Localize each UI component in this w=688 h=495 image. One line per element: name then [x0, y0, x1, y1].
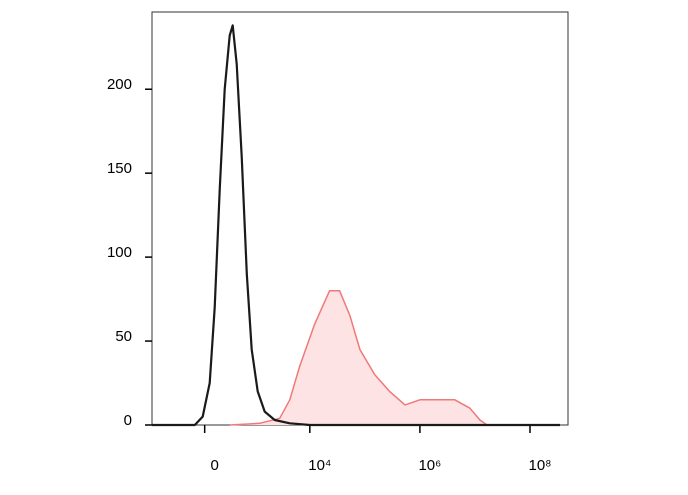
y-tick-label: 100 [107, 244, 132, 261]
x-tick-label: 10⁶ [418, 457, 441, 474]
y-tick-label: 50 [115, 328, 132, 345]
y-tick-label: 0 [124, 412, 132, 429]
x-tick-label: 10⁴ [308, 457, 331, 474]
x-tick-label: 0 [210, 457, 218, 474]
histogram-area [229, 290, 488, 425]
histogram-line [152, 24, 560, 427]
y-tick-label: 150 [107, 160, 132, 177]
y-tick-label: 200 [107, 76, 132, 93]
histogram-line [229, 289, 488, 426]
x-tick-label: 10⁸ [528, 457, 551, 474]
